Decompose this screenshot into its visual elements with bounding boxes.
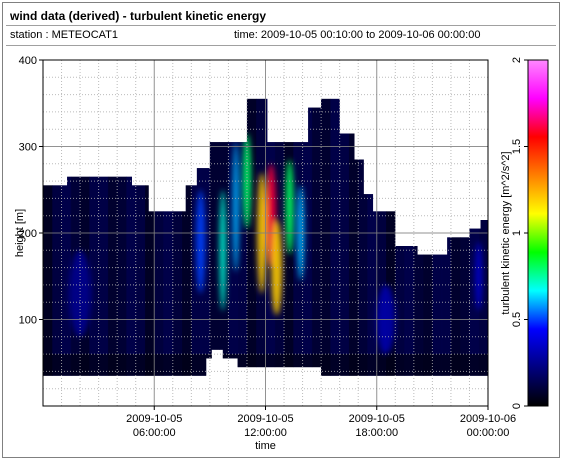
field-streak <box>107 98 118 376</box>
field-streak <box>117 98 127 376</box>
tke-hotspot <box>195 189 206 294</box>
chart-title: wind data (derived) - turbulent kinetic … <box>10 9 267 23</box>
tke-hotspot <box>68 250 92 337</box>
y-tick-label: 200 <box>19 228 37 240</box>
x-tick-label-time: 12:00:00 <box>244 427 287 439</box>
field-streak <box>209 98 220 376</box>
field-streak <box>358 98 368 376</box>
axes: 100 200 300 400 2009-10-05 06:00:00 2009-10-05… <box>14 55 516 452</box>
field-streak <box>460 98 470 376</box>
field-streak <box>154 98 165 376</box>
time-range-label: time: 2009-10-05 00:10:00 to 2009-10-06 … <box>234 29 481 41</box>
tke-hotspot <box>475 241 483 311</box>
field-streak <box>144 98 155 376</box>
x-axis-label: time <box>255 440 276 452</box>
tke-hotspot <box>271 220 283 316</box>
field-streak <box>135 98 146 376</box>
x-tick-label: 2009-10-05 <box>126 413 182 425</box>
field-streak <box>339 98 350 376</box>
field-streak <box>98 98 109 376</box>
colorbar-bar <box>527 59 549 407</box>
field-streak <box>367 98 378 376</box>
header-divider-2 <box>6 45 556 46</box>
x-tick-label-time: 00:00:00 <box>467 427 510 439</box>
field-streak <box>172 98 183 376</box>
field-streak <box>89 98 100 376</box>
x-tick-label: 2009-10-06 <box>460 413 516 425</box>
field-streak <box>246 98 257 376</box>
field-streak <box>321 98 331 376</box>
field-streak <box>70 98 81 376</box>
colorbar-tick-label: 1 <box>511 230 523 236</box>
field-streak <box>126 98 137 376</box>
field-streak <box>450 98 461 376</box>
field-streak <box>376 98 387 376</box>
x-tick-label: 2009-10-05 <box>237 413 293 425</box>
field-streak <box>163 98 174 376</box>
colorbar-label: turbulent kinetic energy [m^2/s^2] <box>500 151 512 314</box>
field-streak <box>200 98 211 376</box>
field-streak <box>469 98 480 376</box>
tke-hotspot <box>232 142 240 272</box>
field-streak <box>43 98 53 376</box>
tke-hotspot <box>242 133 252 229</box>
y-axis-label: height [m] <box>14 209 26 257</box>
field-streak <box>182 98 192 376</box>
y-tick-label: 100 <box>19 315 37 327</box>
field-streak <box>237 98 248 376</box>
x-tick-label-time: 06:00:00 <box>133 427 176 439</box>
field-streak <box>348 98 359 376</box>
field-streak <box>478 98 488 376</box>
field-streak <box>386 98 396 376</box>
grid-lines <box>43 60 488 406</box>
field-streak <box>302 98 313 376</box>
y-tick-label: 400 <box>19 55 37 67</box>
y-tick-label: 300 <box>19 142 37 154</box>
tke-hotspot <box>285 159 294 255</box>
header-divider <box>6 25 556 26</box>
colorbar-tick-label: 0.5 <box>511 312 523 327</box>
field-streak <box>80 98 90 376</box>
colorbar-tick-label: 1.5 <box>511 139 523 154</box>
station-label: station : METEOCAT1 <box>10 29 118 41</box>
field-streak <box>61 98 72 376</box>
colorbar: 0 0.5 1 1.5 2 turbulent kinetic energy [m^2/s… <box>500 57 549 409</box>
x-tick-label-time: 18:00:00 <box>355 427 398 439</box>
x-tick-label: 2009-10-05 <box>349 413 405 425</box>
tke-hotspot <box>219 189 227 311</box>
colorbar-tick-label: 0 <box>511 403 523 409</box>
colorbar-tick-label: 2 <box>511 57 523 63</box>
field-streak <box>311 98 322 376</box>
field-streak <box>52 98 63 376</box>
field-streak <box>330 98 341 376</box>
